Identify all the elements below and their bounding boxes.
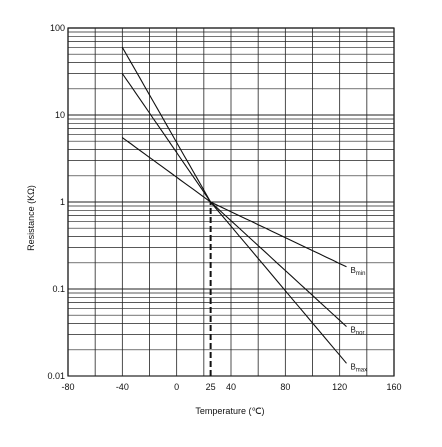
x-tick-label: 0 (174, 382, 179, 392)
series-layer (121, 47, 347, 376)
series-label-bmax: Bmax (350, 362, 367, 373)
x-tick-label: 160 (386, 382, 401, 392)
x-tick-label: 80 (280, 382, 290, 392)
x-tick-label: -40 (116, 382, 129, 392)
x-axis-title: Temperature (℃) (195, 406, 264, 416)
x-tick-label: 25 (206, 382, 216, 392)
grid-layer (67, 27, 395, 377)
y-tick-label: 0.01 (47, 371, 65, 381)
y-tick-label: 1 (60, 197, 65, 207)
y-tick-label: 10 (55, 110, 65, 120)
x-tick-label: 120 (332, 382, 347, 392)
x-tick-label: -80 (61, 382, 74, 392)
x-tick-label: 40 (226, 382, 236, 392)
label-layer: Bmin Bnor Bmax -80 -40 0 25 40 80 120 160 0.01 0.1 1 1… (47, 23, 401, 392)
series-line-bmax (121, 47, 347, 364)
y-tick-label: 100 (50, 23, 65, 33)
series-label-bnor: Bnor (350, 326, 364, 337)
plot-frame (67, 27, 395, 377)
y-axis-title: Resistance (KΩ) (26, 185, 36, 251)
series-label-bmin: Bmin (350, 266, 365, 277)
y-tick-label: 0.1 (52, 284, 65, 294)
